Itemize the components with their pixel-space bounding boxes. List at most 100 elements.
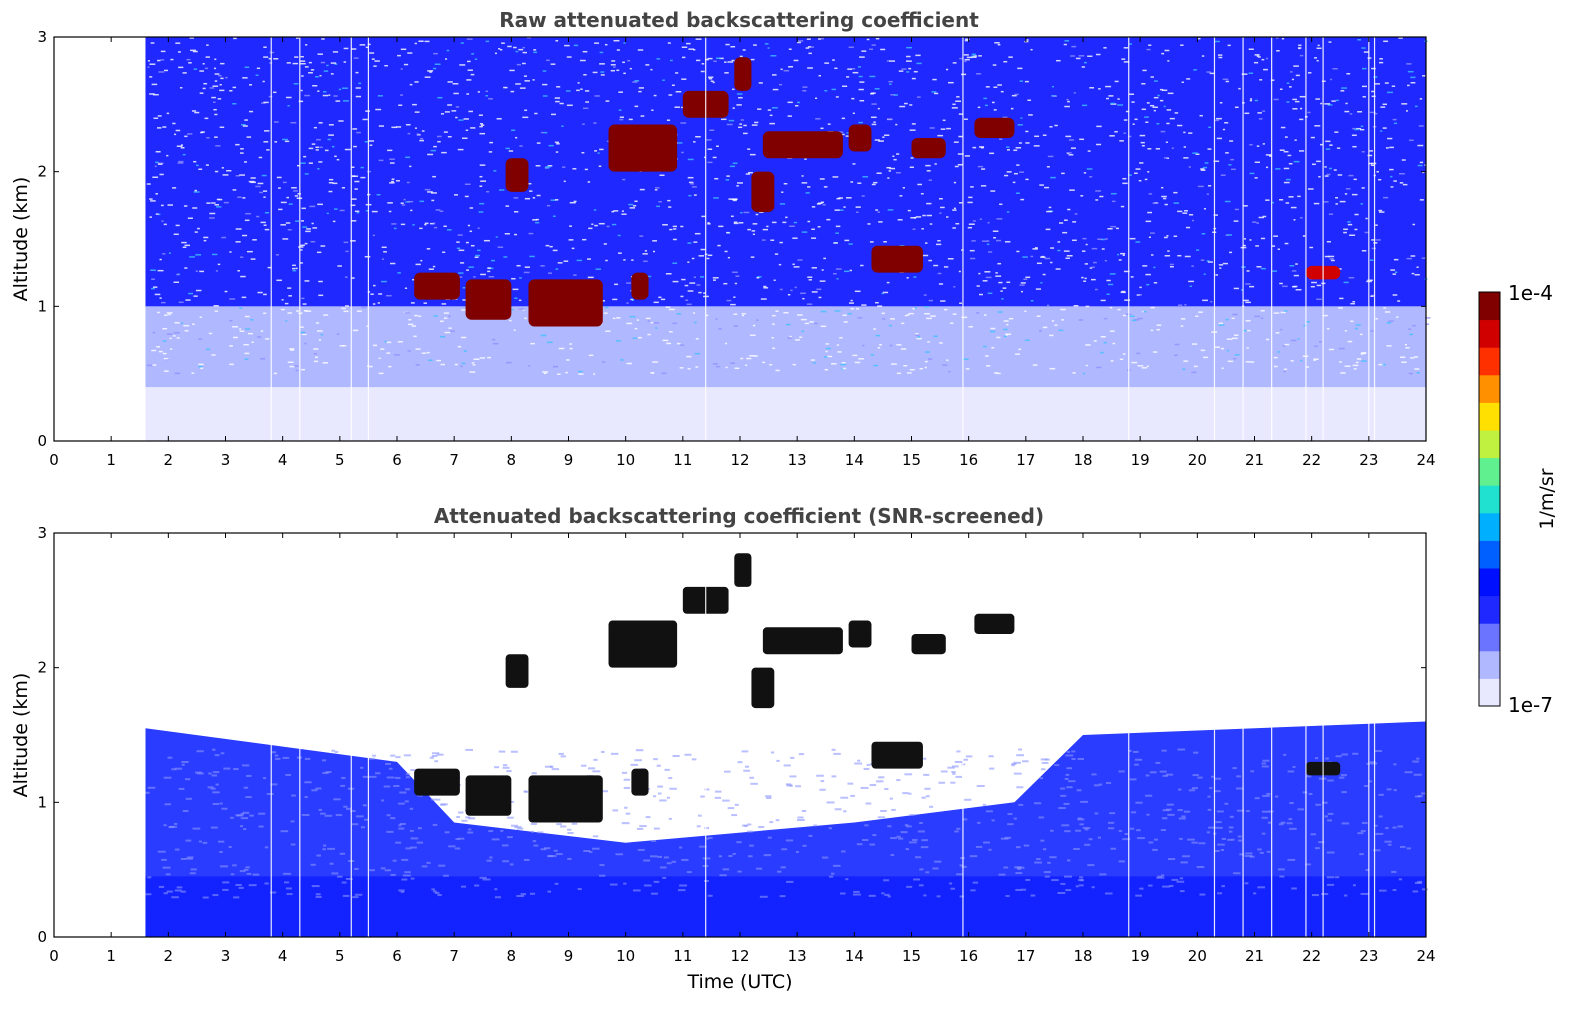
speckle xyxy=(214,113,218,116)
speckle xyxy=(285,96,292,99)
speckle xyxy=(1032,248,1038,250)
speckle xyxy=(983,841,990,844)
speckle xyxy=(1083,61,1087,64)
speckle xyxy=(1266,850,1271,853)
speckle xyxy=(1160,130,1166,133)
speckle xyxy=(479,185,483,187)
speckle xyxy=(1365,217,1368,220)
speckle xyxy=(749,844,754,847)
speckle xyxy=(447,81,453,83)
speckle xyxy=(840,892,846,895)
speckle xyxy=(1389,146,1394,149)
speckle xyxy=(1387,91,1393,94)
speckle xyxy=(1073,847,1080,850)
speckle xyxy=(1068,154,1074,156)
speckle xyxy=(365,209,369,212)
speckle xyxy=(1316,298,1322,301)
speckle xyxy=(1245,301,1251,304)
speckle xyxy=(1085,344,1091,346)
speckle xyxy=(582,50,588,53)
speckle xyxy=(443,225,447,228)
speckle xyxy=(750,782,758,785)
speckle xyxy=(1122,177,1127,180)
speckle xyxy=(940,128,946,130)
speckle xyxy=(1144,116,1149,118)
speckle xyxy=(1117,104,1124,106)
speckle xyxy=(1230,168,1236,171)
speckle xyxy=(1066,750,1070,753)
x-tick-label: 1 xyxy=(106,947,116,965)
speckle xyxy=(1141,367,1148,369)
speckle xyxy=(816,288,822,291)
speckle xyxy=(927,358,933,360)
speckle xyxy=(189,872,196,875)
speckle xyxy=(410,877,415,880)
speckle xyxy=(1246,810,1250,813)
speckle xyxy=(563,260,569,262)
speckle xyxy=(1277,351,1280,353)
speckle xyxy=(366,325,369,327)
speckle xyxy=(968,223,975,225)
speckle xyxy=(654,189,658,191)
speckle xyxy=(1293,219,1296,221)
speckle xyxy=(220,62,225,65)
speckle xyxy=(1066,152,1072,154)
speckle xyxy=(583,850,590,853)
speckle xyxy=(566,56,572,58)
cloud-layer xyxy=(762,627,843,655)
speckle xyxy=(1384,82,1389,84)
x-tick-label: 11 xyxy=(673,451,692,469)
speckle xyxy=(505,361,512,364)
speckle xyxy=(1164,255,1171,257)
speckle xyxy=(240,152,244,154)
speckle xyxy=(978,55,982,57)
speckle xyxy=(1163,157,1169,159)
speckle xyxy=(1123,270,1130,273)
speckle xyxy=(447,135,452,138)
speckle xyxy=(454,363,459,366)
speckle xyxy=(1007,813,1013,816)
speckle xyxy=(1406,847,1411,850)
speckle xyxy=(977,106,981,109)
speckle xyxy=(1370,330,1374,332)
speckle xyxy=(1104,259,1108,262)
speckle xyxy=(508,150,514,152)
speckle xyxy=(1408,372,1413,375)
speckle xyxy=(1025,130,1029,133)
speckle xyxy=(391,126,397,129)
speckle xyxy=(431,888,435,891)
speckle xyxy=(180,144,183,146)
speckle xyxy=(1410,76,1416,79)
x-tick-label: 21 xyxy=(1245,451,1264,469)
speckle xyxy=(414,111,420,113)
speckle xyxy=(1400,845,1406,848)
speckle xyxy=(1313,202,1320,205)
speckle xyxy=(997,84,1002,86)
cloud-layer xyxy=(608,124,678,172)
speckle xyxy=(281,299,284,301)
speckle xyxy=(389,182,395,184)
speckle xyxy=(1114,80,1119,83)
speckle xyxy=(304,757,311,760)
speckle xyxy=(513,46,517,49)
speckle xyxy=(420,137,424,140)
speckle xyxy=(1011,762,1017,765)
speckle xyxy=(1136,294,1141,296)
speckle xyxy=(263,46,267,48)
speckle xyxy=(920,192,924,195)
speckle xyxy=(377,302,380,304)
speckle xyxy=(299,262,303,264)
speckle xyxy=(1100,351,1104,354)
speckle xyxy=(969,257,976,260)
speckle xyxy=(345,807,352,810)
speckle xyxy=(1089,267,1093,269)
speckle xyxy=(341,881,347,884)
speckle xyxy=(1392,889,1397,892)
speckle xyxy=(336,333,340,336)
speckle xyxy=(1185,226,1191,229)
speckle xyxy=(1370,762,1378,765)
speckle xyxy=(1392,826,1397,829)
speckle xyxy=(1130,276,1134,278)
speckle xyxy=(1249,172,1255,175)
speckle xyxy=(478,211,484,213)
